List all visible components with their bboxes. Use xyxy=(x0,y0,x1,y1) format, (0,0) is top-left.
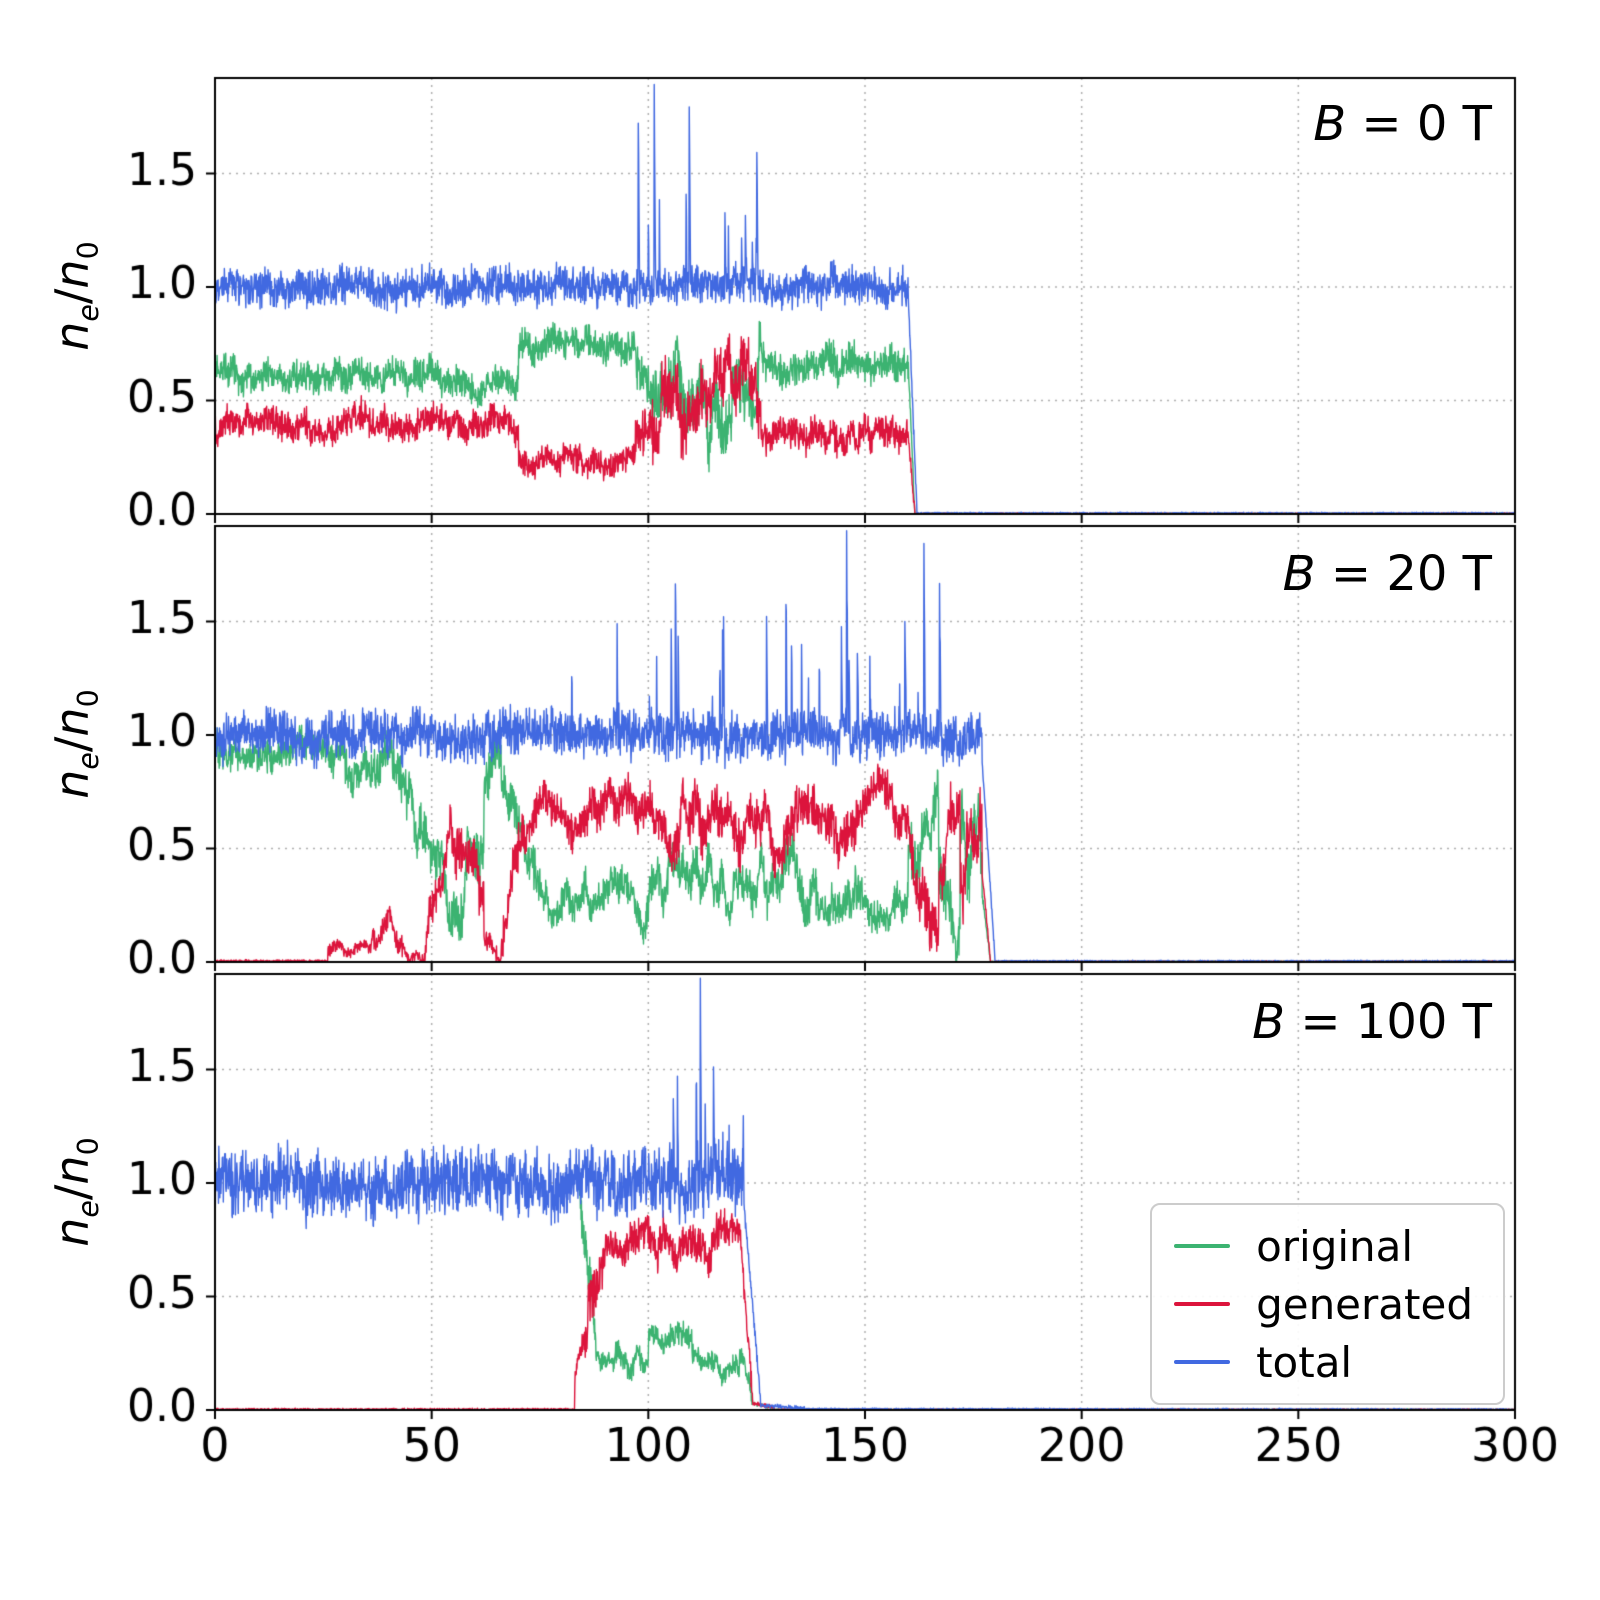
y-axis-label: ne/n0 xyxy=(45,689,106,799)
annotation-value: = 0 T xyxy=(1346,96,1492,152)
panel2-annotation: B = 20 T xyxy=(1283,546,1492,602)
annotation-variable: B xyxy=(1282,546,1316,602)
annotation-variable: B xyxy=(1252,994,1286,1050)
panel1-annotation: B = 0 T xyxy=(1313,96,1492,152)
legend-label: generated xyxy=(1256,1279,1473,1329)
legend-entry-total: total xyxy=(1174,1333,1473,1391)
y-axis-label: ne/n0 xyxy=(45,1137,106,1247)
legend-line-original-icon xyxy=(1174,1244,1231,1248)
legend-entry-original: original xyxy=(1174,1217,1473,1275)
annotation-variable: B xyxy=(1313,96,1347,152)
y-axis-label: ne/n0 xyxy=(45,241,106,351)
legend-entry-generated: generated xyxy=(1174,1275,1473,1333)
panel3-annotation: B = 100 T xyxy=(1252,994,1492,1050)
legend: original generated total xyxy=(1150,1203,1505,1405)
annotation-value: = 20 T xyxy=(1315,546,1492,602)
legend-line-total-icon xyxy=(1174,1360,1231,1364)
annotation-value: = 100 T xyxy=(1285,994,1492,1050)
legend-line-generated-icon xyxy=(1174,1302,1231,1306)
legend-label: original xyxy=(1256,1221,1414,1271)
legend-label: total xyxy=(1256,1337,1353,1387)
